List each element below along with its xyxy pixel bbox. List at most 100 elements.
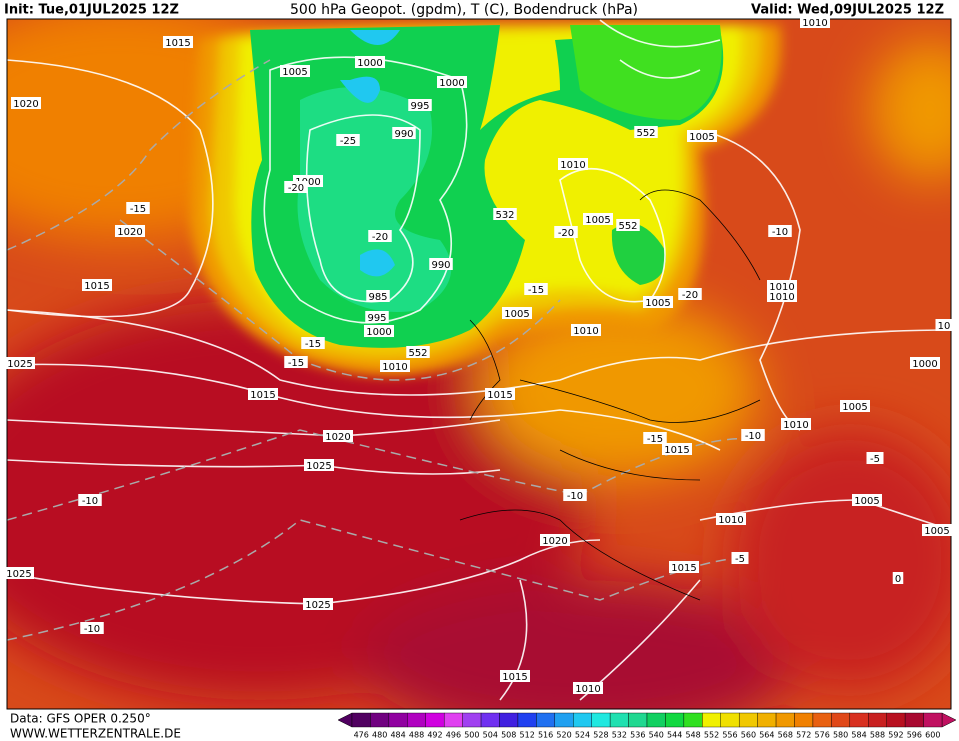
contour-label-box — [4, 567, 34, 579]
contour-label-box — [616, 219, 640, 231]
contour-label-box — [669, 561, 699, 573]
contour-label: -15 — [528, 285, 544, 296]
colorbar-swatch — [351, 712, 371, 728]
contour-label: 1000 — [357, 58, 382, 69]
contour-label-box — [500, 670, 530, 682]
contour-label-box — [493, 208, 517, 220]
colorbar-swatch — [665, 712, 685, 728]
contour-label-box — [678, 288, 702, 300]
colorbar-swatch — [609, 712, 629, 728]
contour-label-box — [767, 280, 797, 292]
contour-label: 1010 — [575, 684, 600, 695]
contour-label-box — [731, 552, 749, 564]
contour-label: 1000 — [439, 78, 464, 89]
colorbar-swatch — [831, 712, 851, 728]
contour-label-box — [392, 127, 416, 139]
colorbar-swatch — [591, 712, 611, 728]
contour-label-box — [662, 443, 692, 455]
colorbar-label: 596 — [907, 731, 922, 740]
colorbar-swatch — [480, 712, 500, 728]
contour-label-box — [11, 97, 41, 109]
contour-label: 1015 — [487, 390, 512, 401]
colorbar-label: 524 — [575, 731, 590, 740]
colorbar-label: 580 — [833, 731, 848, 740]
contour-label-box — [78, 494, 102, 506]
colorbar-label: 508 — [501, 731, 516, 740]
colorbar-swatch — [499, 712, 519, 728]
contour-label: -10 — [567, 491, 583, 502]
contour-label-box — [935, 319, 953, 331]
colorbar-label: 480 — [372, 731, 387, 740]
contour-label-box — [554, 226, 578, 238]
contour-label-box — [301, 337, 325, 349]
data-source: Data: GFS OPER 0.250° — [10, 712, 151, 726]
contour-label-box — [323, 430, 353, 442]
colorbar-label: 540 — [649, 731, 664, 740]
low-height-area — [570, 25, 722, 120]
colorbar-label: 544 — [667, 731, 682, 740]
contour-label: 1015 — [165, 38, 190, 49]
contour-label-box — [741, 429, 765, 441]
colorbar-swatch — [407, 712, 426, 728]
contour-label: 985 — [368, 292, 387, 303]
contour-label-box — [126, 202, 150, 214]
colorbar-label: 576 — [815, 731, 830, 740]
contour-label: 1015 — [664, 445, 689, 456]
contour-label: -10 — [82, 496, 98, 507]
contour-label-box — [910, 357, 940, 369]
colorbar-swatch — [702, 712, 721, 728]
init-time: Init: Tue,01JUL2025 12Z — [4, 3, 179, 18]
contour-label-box — [304, 459, 334, 471]
contour-label-box — [583, 213, 613, 225]
contour-label-box — [643, 296, 673, 308]
contour-label-box — [540, 534, 570, 546]
contour-label: 552 — [408, 348, 427, 359]
contour-label: -10 — [772, 227, 788, 238]
colorbar-label: 532 — [612, 731, 627, 740]
colorbar-swatch — [370, 712, 390, 728]
contour-label-box — [563, 489, 587, 501]
contour-label: 1025 — [306, 461, 331, 472]
contour-label: -20 — [372, 232, 388, 243]
contour-label: 1015 — [84, 281, 109, 292]
colorbar-swatch — [849, 712, 869, 728]
contour-label: 1010 — [802, 18, 827, 29]
colorbar-label: 556 — [722, 731, 737, 740]
colorbar-label: 600 — [925, 731, 940, 740]
contour-label: 1025 — [6, 569, 31, 580]
contour-label: 0 — [895, 574, 901, 585]
colorbar-label: 588 — [870, 731, 885, 740]
colorbar-label: 584 — [851, 731, 866, 740]
colorbar-label: 564 — [759, 731, 774, 740]
contour-label: 1000 — [366, 327, 391, 338]
contour-label: 10 — [938, 321, 951, 332]
colorbar-swatch — [923, 712, 943, 728]
contour-label: 1010 — [560, 160, 585, 171]
contour-label: 1005 — [282, 67, 307, 78]
colorbar-label: 500 — [464, 731, 479, 740]
contour-label: 1020 — [13, 99, 38, 110]
contour-label-box — [558, 158, 588, 170]
contour-label: -25 — [340, 136, 356, 147]
colorbar-label: 536 — [630, 731, 645, 740]
contour-label: 1000 — [912, 359, 937, 370]
contour-label: -10 — [84, 624, 100, 635]
contour-label: 995 — [367, 313, 386, 324]
contour-label-box — [380, 360, 410, 372]
contour-label-box — [365, 311, 389, 323]
contour-label-box — [248, 388, 278, 400]
colorbar-label: 568 — [778, 731, 793, 740]
colorbar-swatch — [904, 712, 924, 728]
contour-label: 1025 — [7, 359, 32, 370]
contour-label: 1005 — [924, 526, 949, 537]
colorbar-swatch — [757, 712, 777, 728]
contour-label: 1005 — [689, 132, 714, 143]
contour-label-box — [163, 36, 193, 48]
contour-label: -15 — [288, 358, 304, 369]
contour-label: 552 — [618, 221, 637, 232]
contour-label: 1025 — [305, 600, 330, 611]
contour-label-box — [406, 346, 430, 358]
colorbar-swatch — [720, 712, 740, 728]
contour-label-box — [284, 181, 308, 193]
